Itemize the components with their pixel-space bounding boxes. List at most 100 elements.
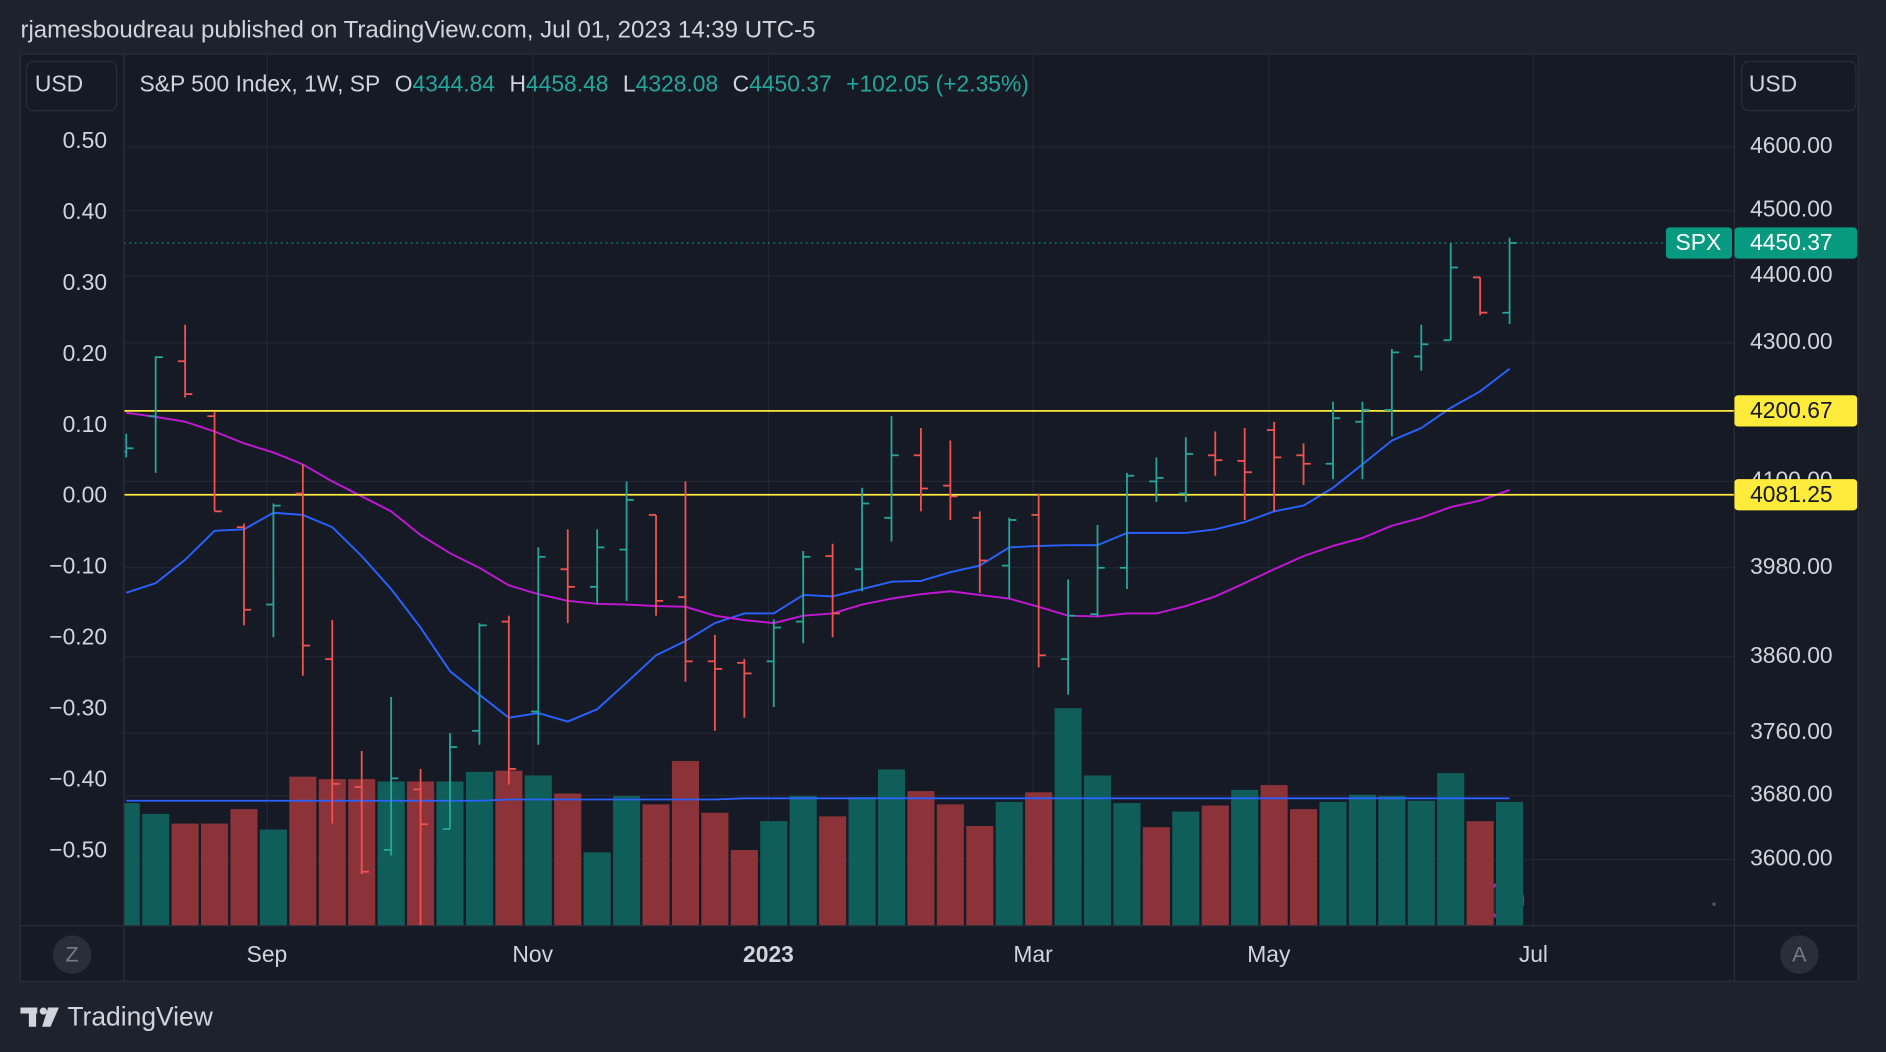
volume-bar: [1201, 805, 1229, 926]
scale-button[interactable]: [52, 935, 92, 974]
volume-ma-line: [126, 797, 1510, 802]
volume-bar: [259, 829, 287, 926]
y-tick-label: 4600.00: [1750, 132, 1833, 158]
legend-item: C: [733, 70, 750, 96]
legend-item: H: [509, 70, 526, 96]
brand[interactable]: TradingView: [67, 1001, 213, 1031]
dot: [1712, 902, 1716, 906]
volume-bar: [819, 816, 847, 926]
y-tick-label: 4300.00: [1750, 328, 1833, 354]
volume-bar: [1172, 811, 1200, 926]
y2-tick-label: −0.40: [49, 765, 107, 791]
y-tick-label: 4400.00: [1750, 261, 1833, 287]
x-tick-label: May: [1247, 941, 1291, 967]
y2-tick-label: −0.30: [49, 694, 107, 720]
legend-item: 4328.08: [636, 70, 719, 96]
grid: [123, 54, 1735, 926]
last-price-box: [1734, 227, 1858, 259]
y2-tick-label: 0.40: [63, 198, 107, 224]
volume-bar: [1466, 821, 1494, 926]
legend-item: S&P 500 Index, 1W, SP: [140, 70, 381, 96]
scale-button-label: Z: [66, 942, 79, 967]
currency: USD: [35, 70, 83, 96]
plot: [123, 237, 1735, 926]
price-label: 4200.67: [1750, 397, 1833, 423]
y2-tick-label: 0.30: [63, 269, 107, 295]
volume-bar: [760, 821, 788, 926]
volume-bar: [1113, 803, 1141, 926]
volume-bar: [848, 797, 876, 926]
volume-bar: [142, 813, 170, 926]
volume-bar: [1054, 708, 1082, 926]
volume-bar: [1290, 809, 1318, 926]
y-tick-label: 3860.00: [1750, 642, 1833, 668]
legend-item: 4450.37: [749, 70, 832, 96]
volume-bar: [1378, 795, 1406, 926]
volume-bar: [995, 801, 1023, 926]
volume-bar: [583, 852, 611, 926]
x-tick-label: Nov: [512, 941, 553, 967]
scale-button[interactable]: [1780, 935, 1819, 974]
volume-bar: [613, 795, 641, 926]
brand-logo: [20, 1007, 59, 1027]
y2-tick-label: −0.20: [49, 624, 107, 650]
y-tick-label: 3980.00: [1750, 553, 1833, 579]
symbol-label: SPX: [1676, 229, 1722, 255]
volume-bar: [524, 775, 552, 926]
volume-bar: [1142, 827, 1170, 926]
currency: USD: [1749, 70, 1797, 96]
volume-bar: [1496, 801, 1524, 926]
volume-bar: [1260, 785, 1288, 926]
x-tick-label: Mar: [1013, 941, 1053, 967]
publisher: rjamesboudreau published on TradingView.…: [20, 17, 815, 44]
volume-bar: [936, 804, 964, 926]
x-tick-label: Jul: [1519, 941, 1548, 967]
volume-bar: [230, 809, 258, 926]
volume-bar: [1231, 789, 1259, 926]
y-tick-label: 4500.00: [1750, 196, 1833, 222]
moving-average-line: [125, 367, 1511, 723]
price-label: 4081.25: [1750, 481, 1833, 507]
y2-tick-label: −0.50: [49, 836, 107, 862]
y2-tick-label: 0.10: [63, 411, 107, 437]
volume-bar: [730, 850, 758, 926]
volume-bar: [671, 761, 700, 926]
volume-bar: [495, 770, 523, 926]
scale-button-label: A: [1792, 942, 1807, 967]
symbol-label-box: [1665, 227, 1733, 259]
currency-button[interactable]: [1741, 60, 1857, 112]
x-tick-label: Sep: [247, 941, 288, 967]
legend-item: 4458.48: [526, 70, 609, 96]
y2-tick-label: −0.10: [49, 553, 107, 579]
volume-bar: [907, 791, 935, 926]
volume-bar: [1437, 773, 1465, 926]
legend-item: O: [395, 70, 413, 96]
volume-bar: [642, 804, 670, 926]
volume-bar: [123, 803, 140, 926]
volume-bar: [966, 825, 994, 926]
legend-item: 4344.84: [412, 70, 495, 96]
legend-item: L: [623, 70, 636, 96]
y-tick-label: 3600.00: [1750, 845, 1833, 871]
x-tick-label: 2023: [743, 941, 794, 967]
volume-bar: [1407, 800, 1435, 926]
volume-bar: [554, 793, 582, 926]
volume-bar: [877, 769, 906, 926]
volume-bar: [1025, 792, 1053, 926]
y2-tick-label: 0.00: [63, 482, 107, 508]
volume-bar: [289, 776, 317, 926]
y2-tick-label: 0.50: [63, 127, 107, 153]
legend-item: +102.05 (+2.35%): [846, 70, 1029, 96]
last-price-label: 4450.37: [1750, 229, 1833, 255]
legend: S&P 500 Index, 1W, SP O4344.84 H4458.48 L43…: [140, 70, 1029, 96]
currency-button[interactable]: [25, 60, 118, 112]
volume-bar: [1083, 775, 1112, 926]
volume-bar: [701, 812, 729, 926]
volume-bar: [1319, 801, 1347, 926]
volume-bar: [789, 795, 817, 926]
volume-bar: [1348, 794, 1376, 926]
y2-tick-label: 0.20: [63, 340, 107, 366]
volume-bar: [465, 771, 493, 926]
